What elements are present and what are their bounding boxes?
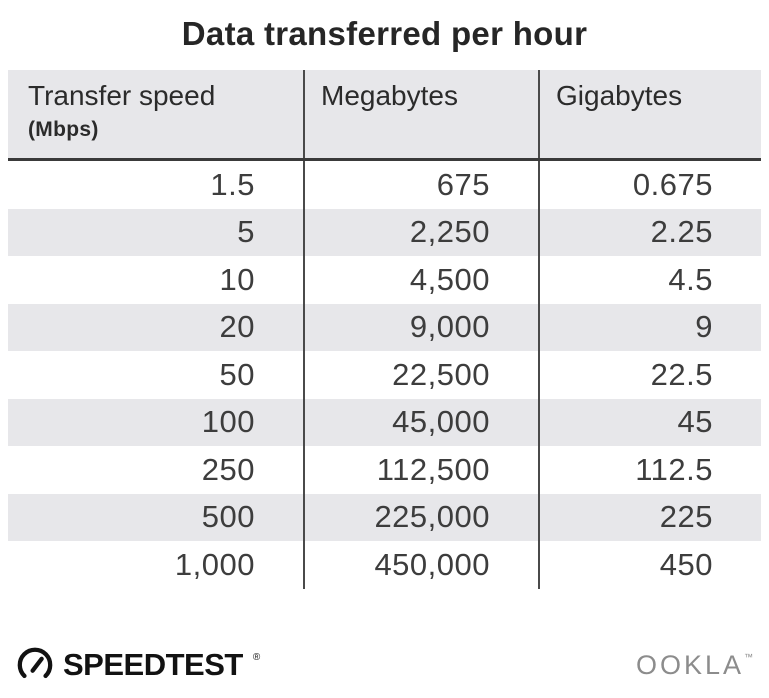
header-transfer-speed-unit: (Mbps) <box>28 118 99 141</box>
speed-cell: 1.5 <box>210 166 255 202</box>
ookla-logo: OOKLA ™ <box>636 650 753 681</box>
megabytes-cell: 9,000 <box>303 303 538 351</box>
megabytes-cell: 675 <box>303 161 538 209</box>
table-body: 1.5 675 0.675 5 2,250 2.25 10 4,500 4.5 20 9,000 9 5… <box>8 161 761 589</box>
table-row: 100 45,000 45 <box>8 398 761 446</box>
registered-trademark-icon: ® <box>252 652 261 663</box>
speed-cell: 100 <box>201 404 255 440</box>
gigabytes-cell: 225 <box>538 493 761 541</box>
megabytes-cell: 22,500 <box>303 351 538 399</box>
megabytes-cell: 4,500 <box>303 256 538 304</box>
speedtest-wordmark: SPEEDTEST <box>63 647 243 682</box>
speed-cell: 1,000 <box>174 546 255 582</box>
table-row: 1,000 450,000 450 <box>8 541 761 589</box>
trademark-icon: ™ <box>744 651 753 662</box>
gigabytes-cell: 0.675 <box>538 161 761 209</box>
table-row: 5 2,250 2.25 <box>8 208 761 256</box>
gigabytes-cell: 9 <box>538 303 761 351</box>
gigabytes-cell: 22.5 <box>538 351 761 399</box>
gigabytes-cell: 45 <box>538 398 761 446</box>
table-row: 20 9,000 9 <box>8 303 761 351</box>
gigabytes-cell: 450 <box>538 541 761 589</box>
speedtest-gauge-icon <box>16 646 54 684</box>
table-row: 50 22,500 22.5 <box>8 351 761 399</box>
speed-cell: 500 <box>201 499 255 535</box>
megabytes-cell: 112,500 <box>303 446 538 494</box>
megabytes-cell: 45,000 <box>303 398 538 446</box>
speed-cell: 50 <box>219 356 255 392</box>
speed-cell: 10 <box>219 261 255 297</box>
megabytes-cell: 225,000 <box>303 493 538 541</box>
speedtest-logo: SPEEDTEST ® <box>16 646 260 684</box>
header-gigabytes: Gigabytes <box>538 70 761 158</box>
table-row: 250 112,500 112.5 <box>8 446 761 494</box>
page-title: Data transferred per hour <box>181 15 588 52</box>
gigabytes-cell: 2.25 <box>538 208 761 256</box>
gigabytes-cell: 4.5 <box>538 256 761 304</box>
ookla-wordmark: OOKLA <box>635 649 744 680</box>
table-row: 10 4,500 4.5 <box>8 256 761 304</box>
megabytes-cell: 2,250 <box>303 208 538 256</box>
header-megabytes: Megabytes <box>303 70 538 158</box>
megabytes-cell: 450,000 <box>303 541 538 589</box>
data-table: Transfer speed (Mbps) Megabytes Gigabyte… <box>8 70 761 589</box>
header-transfer-speed-label: Transfer speed <box>28 80 216 111</box>
table-header-row: Transfer speed (Mbps) Megabytes Gigabyte… <box>8 70 761 161</box>
speed-cell: 250 <box>201 451 255 487</box>
footer: SPEEDTEST ® OOKLA ™ <box>16 646 753 684</box>
table-row: 500 225,000 225 <box>8 493 761 541</box>
speed-cell: 5 <box>237 214 255 250</box>
header-transfer-speed: Transfer speed (Mbps) <box>8 70 303 158</box>
gigabytes-cell: 112.5 <box>538 446 761 494</box>
speed-cell: 20 <box>219 309 255 345</box>
table-row: 1.5 675 0.675 <box>8 161 761 209</box>
